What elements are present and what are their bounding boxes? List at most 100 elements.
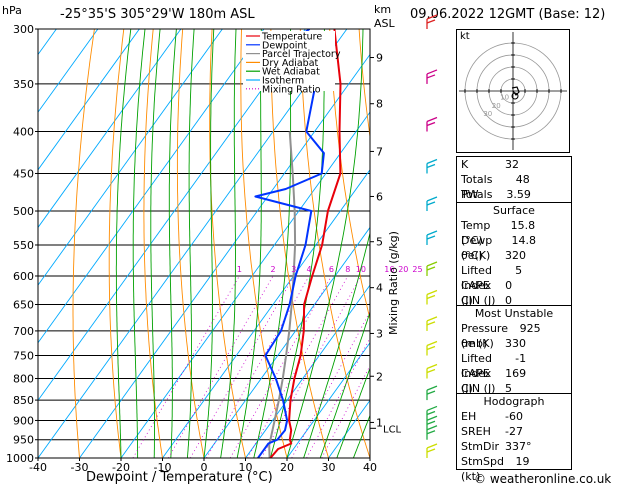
temperature-tick-label: 30	[322, 461, 336, 474]
temperature-tick-label: 20	[280, 461, 294, 474]
temperature-tick-label: 40	[363, 461, 377, 474]
most-unstable-value: 330	[505, 337, 526, 350]
pressure-tick-label: 850	[13, 394, 34, 407]
surface-row: Lifted Index 5	[457, 263, 571, 292]
wind-barb-flag	[426, 266, 436, 271]
wind-barb-flag	[426, 74, 436, 79]
index-label: K	[461, 158, 469, 171]
isotherm	[203, 226, 370, 458]
isotherm	[38, 29, 223, 286]
most-unstable-value: 925	[519, 322, 541, 335]
pressure-tick-label: 700	[13, 325, 34, 338]
surface-box: Surface Temp (°C) 15.8 Dewp (°C) 14.8 θe(K) 3…	[456, 202, 572, 309]
surface-value: 320	[505, 249, 526, 262]
hodograph-row: EH -60	[457, 409, 571, 424]
mixing-ratio-line	[132, 275, 240, 458]
isotherm	[286, 341, 370, 458]
pressure-tick-label: 450	[13, 167, 34, 180]
pressure-tick-label: 1000	[6, 452, 34, 465]
wind-barb-flag	[426, 230, 438, 236]
mixing-ratio-line	[168, 275, 274, 458]
mixing-ratio-line	[261, 275, 362, 458]
mixing-ratio-label: 3	[291, 265, 296, 274]
hodograph-label: StmDir	[461, 440, 500, 453]
wind-barb-flag	[426, 425, 438, 431]
km-tick-label: 8	[376, 98, 383, 111]
wet-adiabat	[336, 366, 370, 458]
surface-row: Dewp (°C) 14.8	[457, 233, 571, 262]
wind-barb-flag	[426, 163, 436, 169]
km-tick-label: 2	[376, 370, 383, 383]
legend-entry: Parcel Trajectory	[262, 49, 341, 60]
hodograph-row: StmDir 337°	[457, 439, 571, 454]
surface-value: 0	[505, 294, 512, 307]
wet-adiabat	[132, 29, 146, 458]
km-tick-label: 7	[376, 145, 383, 158]
hodograph-row: StmSpd (kt) 19	[457, 454, 571, 483]
most-unstable-value: 169	[505, 367, 527, 380]
dry-adiabat	[108, 29, 125, 458]
isotherm	[38, 29, 306, 402]
surface-row: Temp (°C) 15.8	[457, 218, 571, 247]
legend-entry: Mixing Ratio	[262, 84, 321, 95]
wind-barb-flag	[426, 289, 438, 296]
surface-row: θe(K) 320	[457, 248, 571, 263]
wind-barb-flag	[426, 196, 438, 202]
most-unstable-row: θe (K) 330	[457, 336, 571, 351]
index-label: PW (cm)	[461, 188, 486, 216]
surface-label: CAPE (J)	[461, 279, 490, 307]
wet-adiabat	[286, 29, 364, 458]
hodograph-value: 19	[515, 455, 530, 468]
km-tick-label: 1	[376, 416, 383, 429]
wet-adiabat	[168, 29, 177, 458]
hodograph-box-title: Hodograph	[483, 395, 545, 408]
surface-label: θe(K)	[461, 249, 491, 262]
index-row: PW (cm) 3.59	[457, 187, 571, 216]
wet-adiabat	[303, 231, 370, 458]
location-title: -25°35'S 305°29'W 180m ASL	[60, 7, 255, 22]
wet-adiabat	[186, 29, 195, 458]
x-axis-label: Dewpoint / Temperature (°C)	[86, 470, 273, 485]
wind-barb-flag	[426, 261, 438, 267]
hodograph-ring-label: 20	[492, 102, 501, 110]
isotherm	[38, 29, 348, 458]
pressure-tick-label: 400	[13, 126, 34, 139]
wet-adiabat	[220, 29, 237, 458]
wind-barb-flag	[426, 420, 436, 425]
surface-row: CAPE (J) 0	[457, 278, 571, 307]
wind-barb-flag	[426, 430, 436, 435]
legend-entry: Dry Adiabat	[262, 58, 319, 69]
wind-barb-flag	[426, 340, 438, 347]
dry-adiabat	[624, 29, 629, 458]
temperature-tick-label: 10	[239, 461, 253, 474]
surface-row: CIN (J) 0	[457, 293, 571, 308]
hodograph-kt-label: kt	[460, 31, 470, 42]
most-unstable-label: CIN (J)	[461, 382, 496, 395]
hodograph-box: Hodograph EH -60 SREH -27 StmDir 337° StmSpd (…	[456, 393, 572, 483]
hodograph-ring-label: 10	[500, 93, 509, 101]
index-value: 48	[515, 173, 530, 186]
hodograph-row: SREH -27	[457, 424, 571, 439]
surface-value: 15.8	[510, 219, 536, 232]
isotherm	[245, 284, 370, 458]
most-unstable-label: Pressure (mb)	[461, 322, 508, 350]
wind-barb-flag	[426, 158, 438, 165]
hpa-label: hPa	[2, 4, 22, 17]
pressure-tick-label: 900	[13, 414, 34, 427]
wind-barb-flag	[426, 443, 438, 449]
km-tick-label: 4	[376, 282, 383, 295]
surface-label: Dewp (°C)	[461, 234, 493, 262]
wind-barb-flag	[426, 116, 438, 123]
most-unstable-row: CIN (J) 5	[457, 381, 571, 396]
km-label: km	[374, 3, 392, 16]
most-unstable-box: Most Unstable Pressure (mb) 925 θe (K) 330 L…	[456, 305, 572, 397]
surface-title: Surface	[493, 204, 535, 217]
mixing-ratio-label: 1	[237, 265, 242, 274]
dry-adiabat	[72, 29, 95, 458]
legend-entry: Dewpoint	[262, 40, 307, 51]
temperature-tick-label: -10	[154, 461, 172, 474]
dewpoint-line	[254, 29, 333, 458]
index-label: Totals Totals	[461, 173, 493, 201]
copyright: © weatheronline.co.uk	[474, 472, 612, 486]
wet-adiabat	[115, 29, 132, 458]
